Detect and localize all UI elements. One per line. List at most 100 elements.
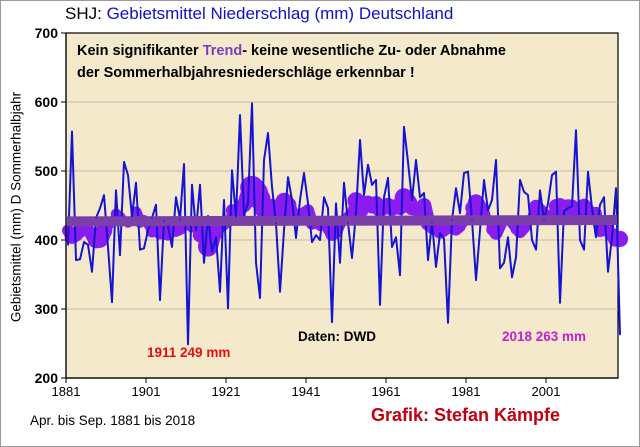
data-point (387, 177, 389, 179)
annotation-text-a: Kein signifikanter (77, 43, 203, 59)
data-point (379, 304, 381, 306)
data-point (127, 174, 129, 176)
data-point (371, 184, 373, 186)
y-axis-label: Gebietsmittel (mm) D Sommerhalbjahr (6, 62, 26, 352)
data-point (407, 161, 409, 163)
data-point (119, 254, 121, 256)
data-point (479, 229, 481, 232)
y-tick-label: 300 (35, 301, 59, 317)
data-point (403, 126, 405, 128)
data-point (147, 229, 149, 232)
data-point (311, 241, 313, 243)
data-point (135, 181, 137, 184)
data-point (235, 215, 237, 218)
data-point (255, 261, 257, 264)
data-point (223, 199, 225, 201)
data-point (427, 259, 429, 261)
x-tick-label: 1921 (212, 384, 241, 399)
data-point (327, 207, 329, 210)
y-axis-ticks: 200 300 400 500 600 700 (35, 25, 66, 386)
data-point (107, 246, 109, 248)
data-point (195, 229, 197, 232)
credit-label: Grafik: Stefan Kämpfe (371, 405, 561, 425)
data-point (483, 179, 485, 181)
data-point (439, 232, 441, 234)
data-point (579, 239, 581, 241)
data-point (375, 179, 377, 181)
data-point (227, 307, 229, 310)
data-point (467, 170, 469, 173)
data-point (75, 259, 77, 261)
data-point (319, 239, 321, 241)
data-point (499, 267, 501, 270)
y-tick-label: 400 (35, 232, 59, 248)
annotation-line-2: der Sommerhalbjahresniederschläge erkenn… (77, 65, 415, 81)
data-point (263, 159, 265, 161)
data-point (415, 159, 417, 161)
annotation-trend-word: Trend (202, 43, 243, 59)
data-point (243, 214, 245, 216)
data-point (151, 217, 153, 219)
data-point (307, 202, 309, 205)
data-point (527, 194, 529, 196)
x-tick-label: 1981 (452, 384, 481, 399)
data-points (67, 102, 621, 345)
data-point (211, 250, 213, 253)
data-point (503, 261, 505, 264)
data-point (463, 172, 465, 174)
data-point (551, 174, 553, 176)
data-point (447, 322, 449, 324)
y-tick-label: 600 (35, 94, 59, 110)
data-point (359, 139, 361, 141)
data-point (219, 290, 221, 293)
data-point (347, 221, 349, 224)
data-point (267, 132, 269, 134)
data-point (291, 199, 293, 201)
data-point (183, 163, 185, 165)
data-point (603, 196, 605, 199)
period-label: Apr. bis Sep. 1881 bis 2018 (30, 413, 196, 428)
data-point (163, 219, 165, 222)
data-point (511, 276, 513, 279)
data-point (583, 248, 585, 251)
y-axis-label-text: Gebietsmittel (mm) D Sommerhalbjahr (8, 91, 24, 323)
data-point (607, 270, 609, 273)
data-point (87, 244, 89, 246)
data-point (155, 204, 157, 206)
data-point (491, 199, 493, 201)
data-point (295, 237, 297, 239)
data-point (207, 215, 209, 217)
data-point (95, 217, 97, 219)
data-point (191, 184, 193, 186)
data-point (547, 202, 549, 205)
data-point (251, 102, 253, 105)
data-point (495, 159, 497, 161)
title-prefix: SHJ: (65, 4, 102, 23)
data-point (519, 179, 521, 181)
data-point (203, 261, 205, 264)
data-point (399, 274, 401, 276)
data-point (559, 301, 561, 304)
data-point (587, 170, 589, 173)
data-point (543, 219, 545, 221)
data-point (471, 219, 473, 221)
data-point (395, 236, 397, 239)
data-point (615, 187, 617, 190)
data-point (351, 257, 353, 259)
trend-line (66, 214, 618, 227)
data-point (563, 210, 565, 212)
data-point (459, 212, 461, 214)
data-point (67, 244, 69, 246)
data-point (83, 241, 85, 243)
data-point (71, 130, 73, 133)
data-point (539, 189, 541, 192)
data-point (475, 279, 477, 281)
data-point (111, 301, 113, 303)
data-point (575, 129, 577, 132)
data-point (531, 239, 533, 241)
data-point (391, 246, 393, 248)
data-point (315, 234, 317, 236)
data-point (271, 186, 273, 188)
data-point (363, 194, 365, 196)
data-point (591, 207, 593, 210)
